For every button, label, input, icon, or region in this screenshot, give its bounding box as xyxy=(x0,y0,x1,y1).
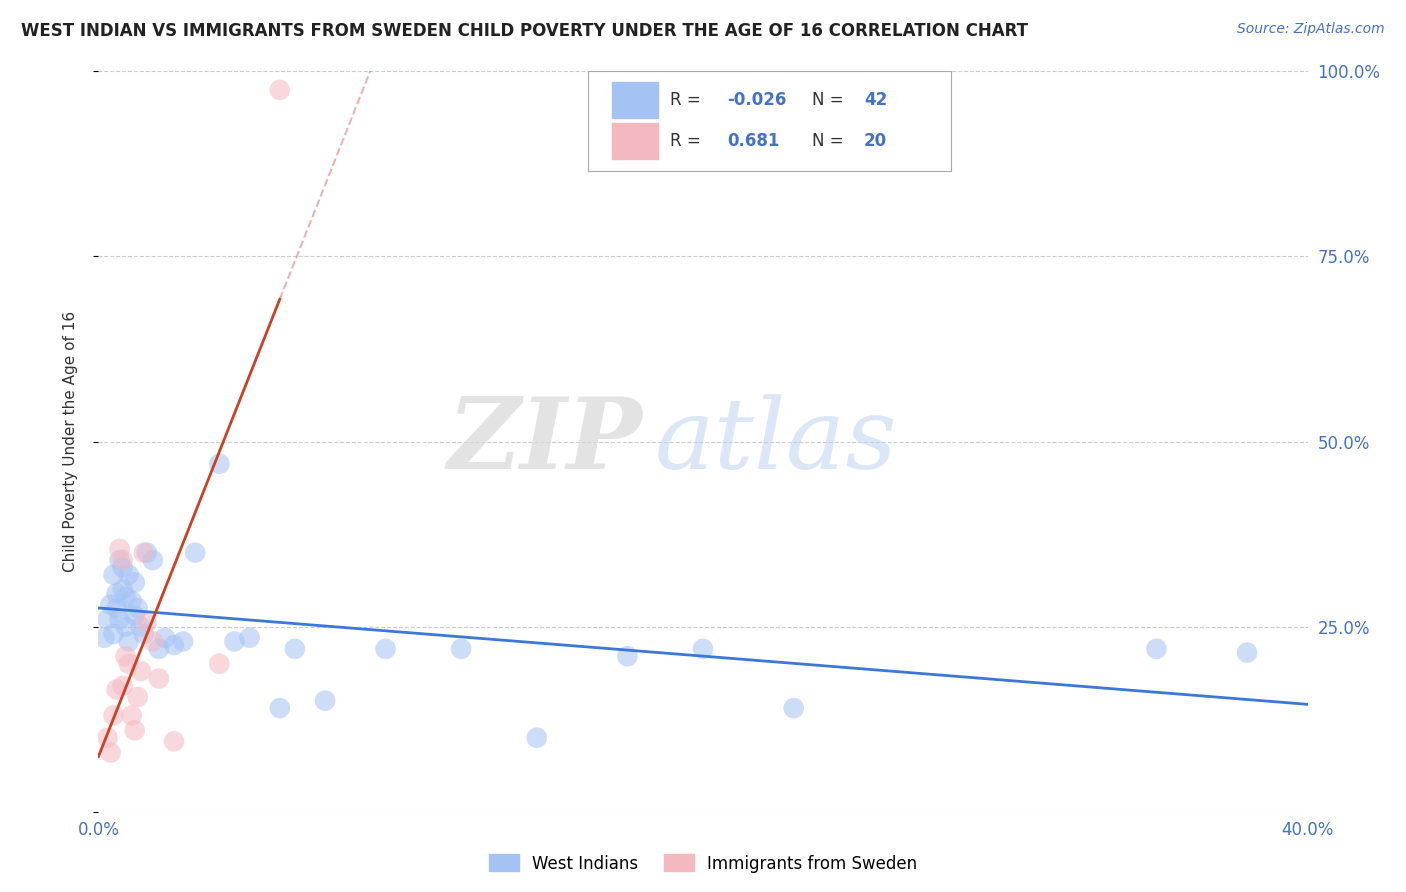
Point xyxy=(100,746,122,760)
Point xyxy=(374,641,396,656)
Point xyxy=(783,701,806,715)
Point xyxy=(148,672,170,686)
Text: 20: 20 xyxy=(863,132,887,150)
Legend: West Indians, Immigrants from Sweden: West Indians, Immigrants from Sweden xyxy=(482,847,924,880)
Point xyxy=(132,546,155,560)
Point xyxy=(114,649,136,664)
Point xyxy=(121,708,143,723)
Point xyxy=(118,657,141,671)
Y-axis label: Child Poverty Under the Age of 16: Child Poverty Under the Age of 16 xyxy=(63,311,77,572)
Point xyxy=(153,631,176,645)
Point xyxy=(114,590,136,604)
Point xyxy=(172,634,194,648)
Point xyxy=(111,582,134,597)
Text: atlas: atlas xyxy=(655,394,897,489)
Point xyxy=(118,567,141,582)
Point xyxy=(103,567,125,582)
Point xyxy=(269,83,291,97)
Point xyxy=(103,627,125,641)
Point xyxy=(224,634,246,648)
Text: N =: N = xyxy=(811,91,849,109)
Point xyxy=(105,601,128,615)
Point xyxy=(142,553,165,567)
Point xyxy=(127,690,149,704)
Point xyxy=(135,546,157,560)
Point xyxy=(93,631,115,645)
Point xyxy=(132,627,155,641)
Point xyxy=(127,601,149,615)
Point xyxy=(111,679,134,693)
Point xyxy=(129,619,152,633)
Point xyxy=(148,641,170,656)
Point xyxy=(526,731,548,745)
FancyBboxPatch shape xyxy=(588,71,950,171)
Point xyxy=(111,553,134,567)
Point xyxy=(616,649,638,664)
Text: R =: R = xyxy=(671,132,711,150)
Point xyxy=(314,694,336,708)
Text: R =: R = xyxy=(671,91,706,109)
Point xyxy=(96,731,118,745)
FancyBboxPatch shape xyxy=(613,123,658,159)
Point xyxy=(692,641,714,656)
Point xyxy=(100,598,122,612)
Point xyxy=(284,641,307,656)
Point xyxy=(239,631,262,645)
Point xyxy=(105,586,128,600)
Point xyxy=(108,553,131,567)
Point xyxy=(118,634,141,648)
Text: WEST INDIAN VS IMMIGRANTS FROM SWEDEN CHILD POVERTY UNDER THE AGE OF 16 CORRELAT: WEST INDIAN VS IMMIGRANTS FROM SWEDEN CH… xyxy=(21,22,1028,40)
Text: ZIP: ZIP xyxy=(447,393,643,490)
Point xyxy=(1236,646,1258,660)
Text: -0.026: -0.026 xyxy=(727,91,786,109)
Point xyxy=(1144,641,1167,656)
Point xyxy=(208,657,231,671)
Text: 0.681: 0.681 xyxy=(727,132,779,150)
Point xyxy=(114,619,136,633)
Point xyxy=(450,641,472,656)
Point xyxy=(121,593,143,607)
Point xyxy=(124,575,146,590)
Point xyxy=(269,701,291,715)
Point xyxy=(103,708,125,723)
Point xyxy=(111,560,134,574)
Text: N =: N = xyxy=(811,132,849,150)
Point xyxy=(135,615,157,630)
Point xyxy=(163,638,186,652)
Point xyxy=(124,723,146,738)
Point xyxy=(124,608,146,623)
FancyBboxPatch shape xyxy=(613,82,658,118)
Point xyxy=(184,546,207,560)
Text: 42: 42 xyxy=(863,91,887,109)
Point xyxy=(208,457,231,471)
Point xyxy=(108,541,131,556)
Point xyxy=(163,734,186,748)
Point xyxy=(142,634,165,648)
Point xyxy=(105,682,128,697)
Point xyxy=(96,612,118,626)
Point xyxy=(108,612,131,626)
Text: Source: ZipAtlas.com: Source: ZipAtlas.com xyxy=(1237,22,1385,37)
Point xyxy=(129,664,152,678)
